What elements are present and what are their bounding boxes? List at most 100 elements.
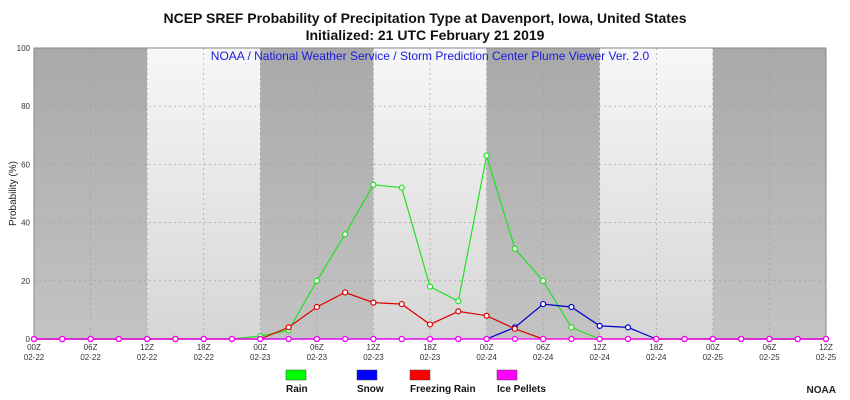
series-lines — [30, 152, 830, 343]
x-tick-date-label: 02-22 — [137, 353, 158, 362]
data-point-ice-pellets — [822, 335, 830, 343]
data-point-freezing-rain — [285, 324, 292, 331]
x-tick-time-label: 18Z — [649, 343, 663, 352]
legend-label-rain: Rain — [286, 384, 308, 395]
y-tick-label: 40 — [21, 219, 30, 228]
x-tick-date-label: 02-23 — [250, 353, 271, 362]
chart-title: NCEP SREF Probability of Precipitation T… — [163, 10, 687, 26]
data-point-ice-pellets — [342, 335, 349, 343]
x-tick-date-label: 02-22 — [80, 353, 101, 362]
data-point-snow — [624, 324, 632, 331]
x-tick-time-label: 06Z — [310, 343, 324, 352]
y-tick-label: 0 — [26, 335, 31, 344]
data-point-ice-pellets — [228, 335, 236, 343]
x-tick-time-label: 06Z — [536, 343, 550, 352]
data-point-rain — [342, 231, 349, 238]
data-point-rain — [370, 181, 377, 188]
data-point-ice-pellets — [115, 335, 122, 343]
x-tick-date-label: 02-23 — [420, 353, 441, 362]
data-point-freezing-rain — [398, 300, 405, 308]
x-tick-time-label: 00Z — [480, 343, 494, 352]
data-point-freezing-rain — [511, 325, 518, 332]
data-point-ice-pellets — [766, 335, 773, 343]
x-tick-date-label: 02-25 — [703, 353, 724, 362]
data-point-ice-pellets — [653, 335, 660, 343]
data-point-ice-pellets — [511, 335, 518, 343]
x-tick-date-label: 02-23 — [363, 353, 384, 362]
data-point-rain — [313, 277, 320, 284]
data-point-rain — [398, 184, 405, 191]
y-tick-label: 100 — [17, 44, 31, 53]
data-point-freezing-rain — [426, 321, 434, 328]
x-tick-time-label: 00Z — [27, 343, 41, 352]
x-tick-date-label: 02-22 — [24, 353, 45, 362]
data-point-ice-pellets — [540, 335, 547, 343]
data-point-ice-pellets — [738, 335, 745, 343]
legend-swatch-snow — [356, 369, 378, 381]
data-point-freezing-rain — [483, 312, 490, 319]
data-point-ice-pellets — [172, 335, 179, 343]
footer-credit: NOAA — [806, 385, 836, 396]
legend: Rain Snow Freezing Rain Ice Pellets — [285, 369, 546, 395]
data-point-ice-pellets — [426, 335, 434, 343]
y-tick-label: 20 — [21, 277, 30, 286]
data-point-ice-pellets — [30, 335, 38, 343]
data-point-ice-pellets — [144, 335, 151, 343]
x-tick-time-label: 12Z — [819, 343, 833, 352]
legend-label-freezing-rain: Freezing Rain — [410, 384, 476, 395]
legend-swatch-freezing-rain — [409, 369, 431, 381]
data-point-ice-pellets — [285, 335, 292, 343]
x-tick-time-label: 00Z — [253, 343, 267, 352]
y-tick-label: 60 — [21, 160, 30, 169]
data-point-ice-pellets — [681, 335, 688, 343]
x-tick-labels: 00Z02-2206Z02-2212Z02-2218Z02-2200Z02-23… — [24, 343, 837, 362]
data-point-ice-pellets — [200, 335, 207, 343]
x-tick-time-label: 18Z — [423, 343, 437, 352]
x-tick-date-label: 02-23 — [307, 353, 328, 362]
data-point-ice-pellets — [59, 335, 66, 343]
legend-swatch-ice-pellets — [496, 369, 518, 381]
data-point-snow — [540, 300, 547, 308]
data-point-ice-pellets — [596, 335, 603, 343]
x-tick-date-label: 02-25 — [759, 353, 780, 362]
x-tick-date-label: 02-24 — [589, 353, 610, 362]
data-point-ice-pellets — [709, 335, 716, 343]
legend-label-snow: Snow — [357, 384, 384, 395]
data-point-rain — [540, 277, 547, 284]
chart-annotation: NOAA / National Weather Service / Storm … — [211, 49, 650, 63]
y-tick-label: 80 — [21, 102, 30, 111]
data-point-ice-pellets — [794, 335, 801, 343]
y-axis-label: Probability (%) — [8, 161, 19, 226]
x-tick-time-label: 12Z — [367, 343, 381, 352]
x-tick-time-label: 18Z — [197, 343, 211, 352]
data-point-rain — [426, 283, 434, 290]
data-point-ice-pellets — [257, 335, 264, 343]
data-point-freezing-rain — [455, 308, 462, 315]
data-point-freezing-rain — [370, 299, 377, 306]
x-tick-date-label: 02-24 — [646, 353, 667, 362]
data-point-ice-pellets — [313, 335, 320, 343]
data-point-ice-pellets — [455, 335, 462, 343]
chart-subtitle: Initialized: 21 UTC February 21 2019 — [305, 27, 545, 43]
data-point-ice-pellets — [370, 335, 377, 343]
y-tick-labels: 0 20 40 60 80 100 — [17, 44, 31, 344]
data-point-freezing-rain — [313, 303, 320, 311]
data-point-snow — [568, 303, 575, 311]
legend-label-ice-pellets: Ice Pellets — [497, 384, 546, 395]
x-tick-date-label: 02-25 — [816, 353, 837, 362]
data-point-ice-pellets — [568, 335, 575, 343]
data-point-ice-pellets — [483, 335, 490, 343]
x-tick-time-label: 12Z — [140, 343, 154, 352]
data-point-ice-pellets — [624, 335, 632, 343]
x-tick-date-label: 02-24 — [533, 353, 554, 362]
data-point-snow — [596, 322, 603, 330]
data-point-rain — [483, 152, 490, 159]
data-point-rain — [568, 324, 575, 331]
data-point-rain — [455, 298, 462, 305]
data-point-freezing-rain — [342, 289, 349, 296]
x-tick-time-label: 06Z — [84, 343, 98, 352]
x-tick-time-label: 00Z — [706, 343, 720, 352]
data-point-rain — [511, 245, 518, 252]
x-tick-time-label: 12Z — [593, 343, 607, 352]
